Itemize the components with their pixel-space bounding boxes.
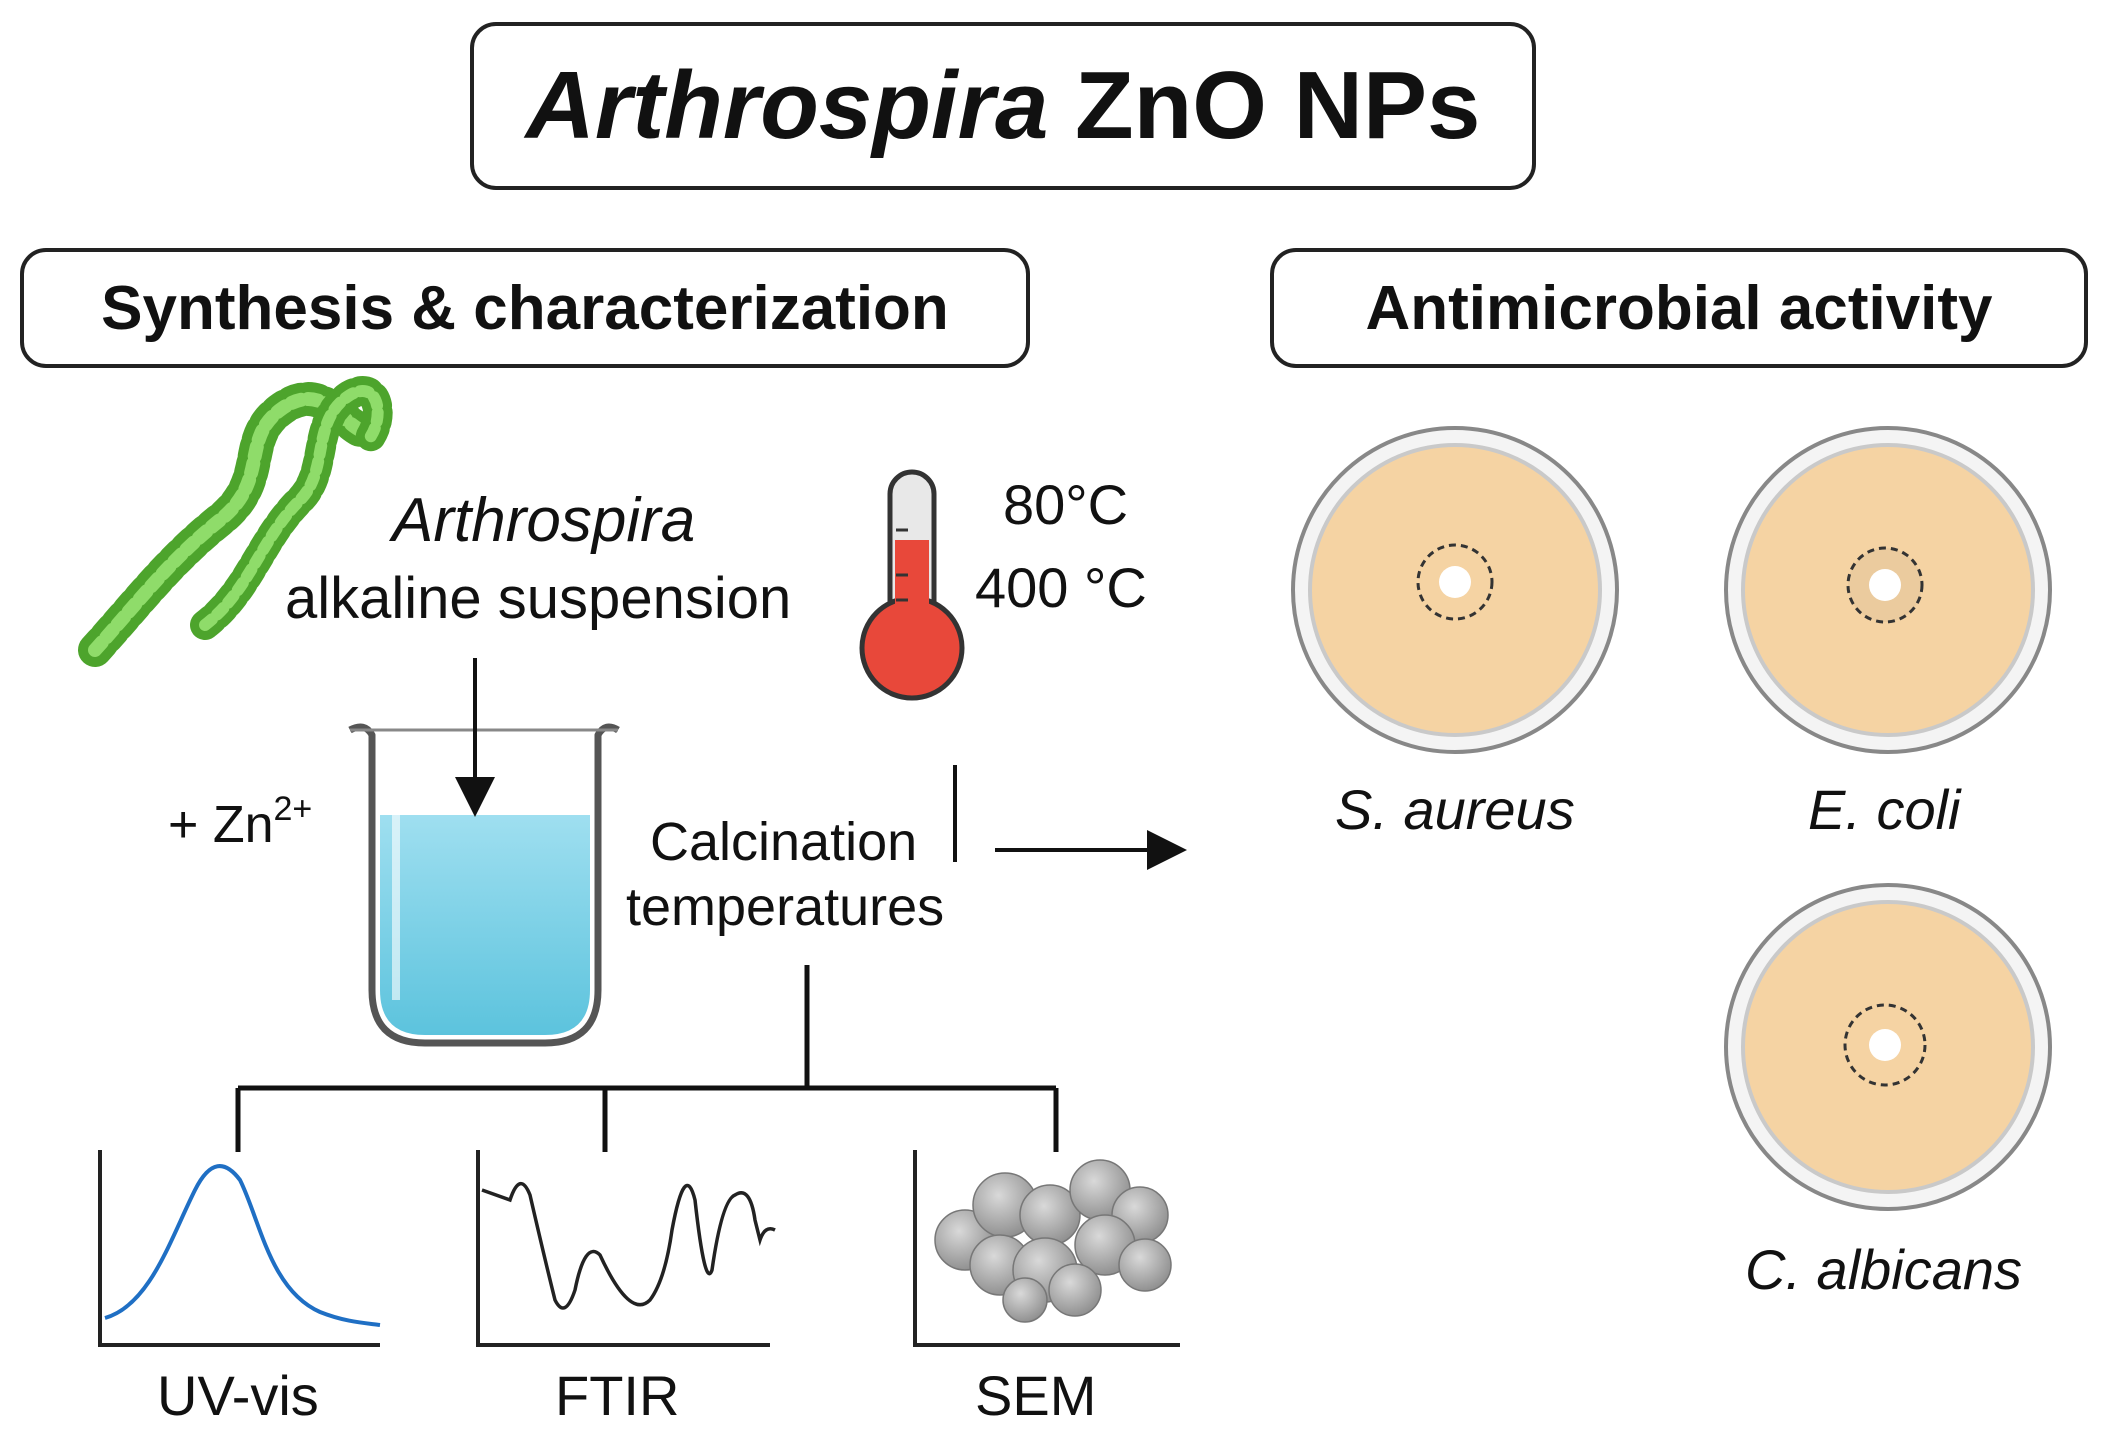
title-box: Arthrospira ZnO NPs <box>470 22 1536 190</box>
beaker-icon <box>348 723 620 1047</box>
antimicrobial-section-header: Antimicrobial activity <box>1270 248 2088 368</box>
arthrospira-spiral-icon <box>78 376 393 667</box>
page-title: Arthrospira ZnO NPs <box>526 51 1481 161</box>
e-coli-label: E. coli <box>1808 778 1961 841</box>
c-albicans-label: C. albicans <box>1745 1238 2023 1301</box>
synthesis-section-header: Synthesis & characterization <box>20 248 1030 368</box>
uv-vis-plot <box>98 1150 381 1347</box>
thermometer-icon <box>859 469 965 701</box>
alkaline-suspension-label: alkaline suspension <box>285 566 792 631</box>
title-rest: ZnO NPs <box>1048 52 1481 159</box>
sem-label: SEM <box>975 1364 1097 1427</box>
zinc-charge: 2+ <box>273 790 313 828</box>
synthesis-section-label: Synthesis & characterization <box>101 273 949 343</box>
zinc-prefix: + Zn <box>168 796 274 854</box>
arthrospira-label: Arthrospira <box>392 486 696 555</box>
branch-lines <box>235 965 1059 1152</box>
temperatures-label: temperatures <box>626 877 945 937</box>
uv-vis-label: UV-vis <box>157 1364 319 1427</box>
petri-dish-e-coli <box>1724 426 2052 754</box>
zinc-label: + Zn2+ <box>168 792 312 851</box>
ftir-plot <box>476 1150 776 1347</box>
petri-dish-s-aureus <box>1291 426 1619 754</box>
title-italic: Arthrospira <box>525 52 1049 159</box>
calcination-label: Calcination <box>650 812 918 872</box>
temperature-400-label: 400 °C <box>975 556 1147 619</box>
ftir-label: FTIR <box>555 1364 680 1427</box>
petri-dish-c-albicans <box>1724 883 2052 1211</box>
antimicrobial-section-label: Antimicrobial activity <box>1365 273 1993 343</box>
s-aureus-label: S. aureus <box>1335 778 1575 841</box>
temperature-80-label: 80°C <box>1003 473 1129 536</box>
sem-plot <box>913 1150 1180 1347</box>
